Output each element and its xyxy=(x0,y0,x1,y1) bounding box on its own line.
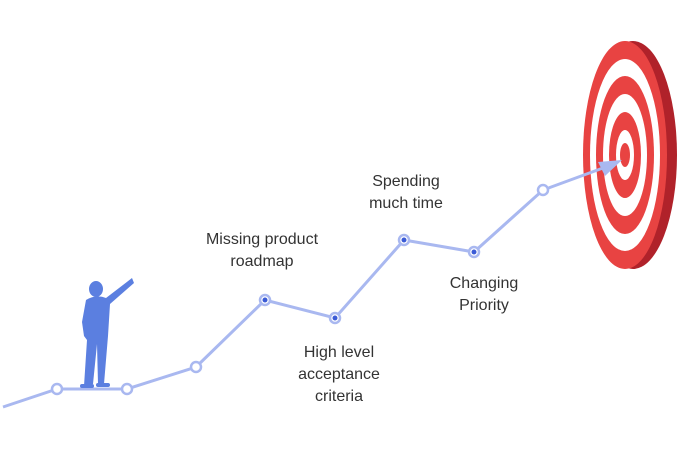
labels: Missing product roadmap High level acceptan… xyxy=(206,173,518,405)
label-line: roadmap xyxy=(230,253,293,270)
person xyxy=(80,278,134,388)
progress-line xyxy=(2,166,604,409)
label-line: much time xyxy=(369,195,443,212)
target xyxy=(583,41,677,269)
label-line: Spending xyxy=(372,173,440,190)
label-line: Changing xyxy=(450,275,519,292)
label-line: acceptance xyxy=(298,366,380,383)
milestone-centers xyxy=(262,237,477,321)
arrow-head xyxy=(598,160,622,176)
label-line: Missing product xyxy=(206,231,319,248)
label-line: High level xyxy=(304,344,374,361)
label-line: Priority xyxy=(459,297,509,314)
label-line: criteria xyxy=(315,388,363,405)
